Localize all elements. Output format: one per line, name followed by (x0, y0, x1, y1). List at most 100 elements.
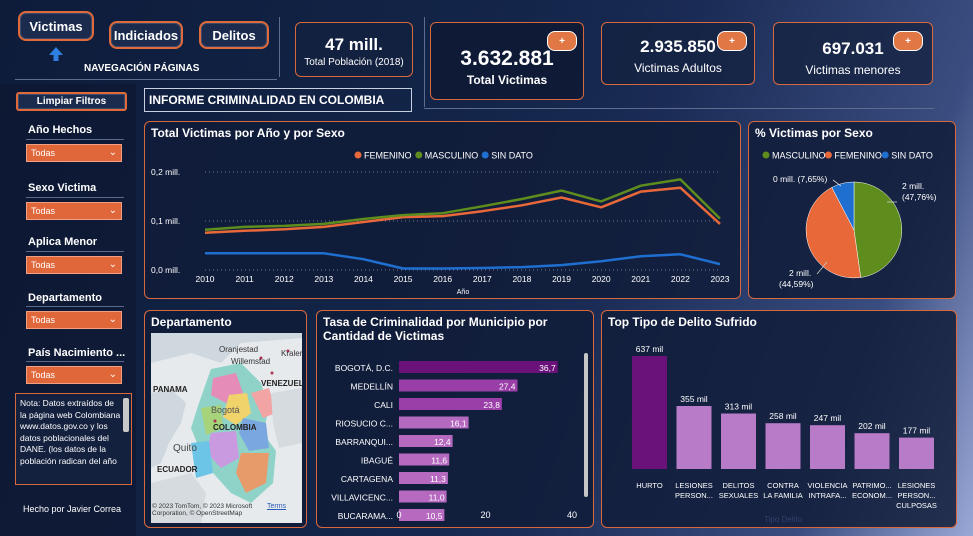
municipio-value-label: 12,4 (434, 437, 451, 447)
delito-bar (810, 425, 845, 469)
x-tick-label: 2023 (711, 274, 730, 284)
delito-category-label: LA FAMILIA (763, 491, 803, 500)
nav-caption: NAVEGACIÓN PÁGINAS (84, 63, 200, 74)
filter-value: Todas (31, 148, 56, 158)
pie-chart-panel[interactable]: % Victimas por Sexo MASCULINO FEMENINO SIN… (748, 121, 956, 299)
y-tick-label: 0,1 mill. (151, 216, 180, 226)
chevron-down-icon: ⌄ (108, 369, 117, 380)
kpi-total-poblacion-card: 47 mill. Total Población (2018) (295, 22, 413, 77)
x-tick-label: 2013 (314, 274, 333, 284)
delito-category-label: INTRAFA... (809, 491, 847, 500)
note-scrollbar[interactable] (123, 398, 129, 432)
map-terms-link[interactable]: Terms (267, 503, 287, 510)
filter-underline (26, 197, 124, 198)
delito-category-label: LESIONES (898, 481, 936, 490)
nav-divider (15, 79, 277, 80)
delito-value-label: 258 mil (769, 411, 797, 421)
delito-value-label: 202 mil (858, 421, 886, 431)
municipio-bar-chart: BOGOTÁ, D.C. 36,7 MEDELLÍN 27,4 CALI 23,8 RIOS… (331, 361, 577, 521)
delito-bar (721, 413, 756, 469)
kpi-total-victimas-value: 3.632.881 (460, 47, 554, 70)
map-panel[interactable]: Departamento Oranjestad Willemstad Krale… (144, 310, 307, 528)
nav-vertical-divider (279, 17, 280, 77)
pie-label-sin-dato: 0 mill. (7,65%) (773, 174, 827, 184)
pie-label-femenino: 2 mill. (789, 268, 811, 278)
arrow-up-icon (48, 46, 64, 67)
municipio-label: BARRANQUI... (335, 437, 393, 447)
delito-bar (899, 437, 934, 469)
delito-category-label: PERSON... (675, 491, 713, 500)
filter-label-aplica-menor: Aplica Menor (28, 236, 98, 248)
x-tick-label: 2019 (552, 274, 571, 284)
filter-select-departamento[interactable]: Todas ⌄ (26, 311, 122, 329)
delito-category-label: PERSON... (898, 491, 936, 500)
chevron-down-icon: ⌄ (108, 259, 117, 270)
delito-bar (854, 433, 890, 469)
map-canvas[interactable]: Oranjestad Willemstad Kralen VENEZUELA P… (151, 333, 302, 523)
pie-label-masculino: 2 mill. (902, 181, 924, 191)
pie-label-femenino-pct: (44,59%) (779, 279, 814, 289)
map-attribution: © 2023 TomTom, © 2023 Microsoft Corporat… (152, 503, 253, 517)
clear-filters-label: Limpiar Filtros (36, 96, 107, 107)
line-chart-title: Total Victimas por Año y por Sexo (151, 126, 345, 140)
filter-select-ano-hechos[interactable]: Todas ⌄ (26, 144, 122, 162)
filter-value: Todas (31, 315, 56, 325)
x-tick-label: 2021 (631, 274, 650, 284)
legend-marker-femenino (354, 151, 362, 159)
x-tick-label: 2015 (394, 274, 413, 284)
legend-marker-femenino (824, 151, 832, 159)
filter-label-departamento: Departamento (28, 292, 102, 304)
y-tick-label: 0,2 mill. (151, 167, 180, 177)
delito-value-label: 177 mil (903, 426, 931, 436)
pie-slice-sin-dato (831, 181, 855, 231)
delito-bar (676, 406, 712, 469)
legend-label-femenino: FEMENINO (834, 151, 882, 161)
kpi-victimas-adultos-plus-button[interactable]: + (717, 31, 747, 51)
nav-delitos-label: Delitos (212, 27, 256, 43)
delito-category-label: SEXUALES (719, 491, 759, 500)
nav-delitos-button[interactable]: Delitos (199, 21, 269, 49)
author-credit: Hecho por Javier Correa (23, 504, 122, 514)
municipio-bar (399, 398, 502, 410)
kpi-victimas-menores-plus-button[interactable]: + (893, 31, 923, 51)
note-box[interactable]: Nota: Datos extraídos de la página web C… (15, 393, 132, 485)
municipio-chart-panel[interactable]: Tasa de Criminalidad por Municipio por C… (316, 310, 594, 528)
nav-victimas-button[interactable]: Victimas (18, 11, 94, 41)
filter-label-sexo-victima: Sexo Victima (28, 182, 97, 194)
delito-category-label: PATRIMO... (852, 481, 891, 490)
filter-select-pais-nacimiento[interactable]: Todas ⌄ (26, 366, 122, 384)
x-axis-title: Tipo Delito (764, 515, 802, 524)
nav-indiciados-button[interactable]: Indiciados (109, 21, 183, 49)
kpi-total-poblacion-value: 47 mill. (325, 35, 383, 54)
municipio-label: VILLAVICENC... (331, 493, 393, 503)
delito-category-label: HURTO (636, 481, 663, 490)
pie-leader-line (816, 261, 828, 275)
municipio-value-label: 10,5 (426, 511, 443, 521)
municipio-label: CALI (374, 400, 393, 410)
plus-icon: + (559, 35, 565, 47)
clear-filters-button[interactable]: Limpiar Filtros (16, 92, 127, 111)
legend-label-sin-dato: SIN DATO (491, 151, 533, 161)
municipio-bar (399, 453, 450, 466)
pie-label-masculino-pct: (47,76%) (902, 192, 937, 202)
series-line-femenino (204, 186, 721, 235)
kpi-total-victimas-plus-button[interactable]: + (547, 31, 577, 51)
map-label-panama: PANAMA (153, 385, 188, 394)
x-tick-label: 2011 (235, 274, 254, 284)
filter-select-aplica-menor[interactable]: Todas ⌄ (26, 256, 122, 274)
legend-label-femenino: FEMENINO (364, 151, 412, 161)
map-label-quito: Quito (173, 443, 197, 454)
x-tick-label: 2012 (275, 274, 294, 284)
map-label-willemstad: Willemstad (231, 357, 271, 366)
legend-marker-masculino (762, 151, 770, 159)
delito-chart-panel[interactable]: Top Tipo de Delito Sufrido 637 mil HURTO 3… (601, 310, 957, 528)
kpi-victimas-menores-label: Victimas menores (805, 63, 901, 77)
municipio-scrollbar[interactable] (584, 353, 588, 497)
filter-label-pais-nacimiento: País Nacimiento ... (28, 347, 126, 359)
line-chart-panel[interactable]: Total Victimas por Año y por Sexo FEMENI… (144, 121, 741, 299)
municipio-bar (399, 509, 445, 521)
y-tick-label: 0,0 mill. (151, 265, 180, 275)
filter-select-sexo-victima[interactable]: Todas ⌄ (26, 202, 122, 220)
delito-category-label: VIOLENCIA (807, 481, 847, 490)
kpi-victimas-adultos-value: 2.935.850 (640, 37, 716, 56)
